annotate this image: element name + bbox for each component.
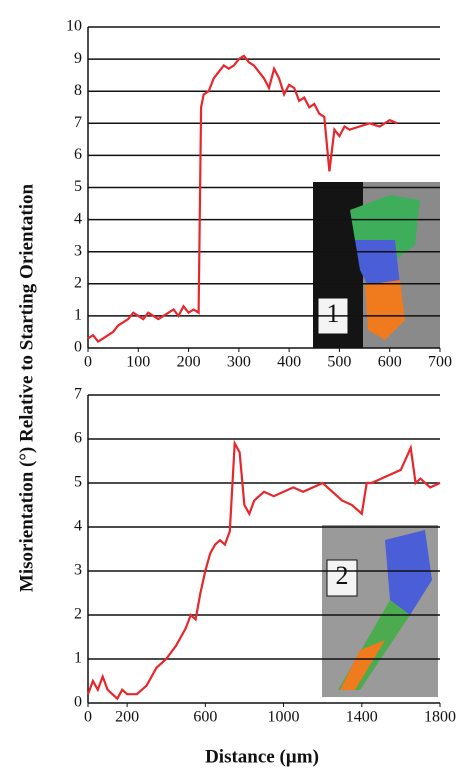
x-tick-label: 600 bbox=[193, 709, 217, 726]
y-tick-label: 6 bbox=[74, 146, 82, 163]
y-tick-label: 3 bbox=[74, 242, 82, 259]
y-tick-label: 9 bbox=[74, 50, 82, 67]
x-tick-label: 400 bbox=[277, 354, 301, 371]
y-tick-label: 8 bbox=[74, 82, 82, 99]
y-tick-label: 0 bbox=[74, 694, 82, 711]
x-axis-label: Distance (µm) bbox=[205, 746, 319, 767]
y-tick-label: 7 bbox=[74, 114, 82, 131]
y-tick-label: 2 bbox=[74, 274, 82, 291]
x-tick-label: 100 bbox=[126, 354, 150, 371]
inset-label: 2 bbox=[336, 561, 349, 590]
y-tick-label: 4 bbox=[74, 210, 82, 227]
x-tick-label: 1800 bbox=[424, 709, 456, 726]
x-tick-label: 1400 bbox=[346, 709, 378, 726]
y-axis-label: Misorientation (°) Relative to Starting … bbox=[16, 184, 37, 593]
y-tick-label: 10 bbox=[66, 18, 82, 35]
y-tick-label: 2 bbox=[74, 606, 82, 623]
y-tick-label: 5 bbox=[74, 178, 82, 195]
inset-label: 1 bbox=[327, 299, 340, 328]
inset-2 bbox=[322, 525, 438, 697]
y-tick-label: 3 bbox=[74, 562, 82, 579]
y-tick-label: 1 bbox=[74, 650, 82, 667]
x-tick-label: 600 bbox=[378, 354, 402, 371]
y-tick-label: 6 bbox=[74, 430, 82, 447]
x-tick-label: 200 bbox=[115, 709, 139, 726]
x-tick-label: 300 bbox=[227, 354, 251, 371]
y-tick-label: 7 bbox=[74, 386, 82, 403]
x-tick-label: 700 bbox=[428, 354, 452, 371]
x-tick-label: 1000 bbox=[268, 709, 300, 726]
x-tick-label: 0 bbox=[84, 709, 92, 726]
y-tick-label: 4 bbox=[74, 518, 82, 535]
data-line bbox=[87, 54, 398, 344]
y-tick-label: 1 bbox=[74, 307, 82, 324]
x-tick-label: 0 bbox=[84, 354, 92, 371]
data-line bbox=[86, 439, 441, 701]
y-tick-label: 5 bbox=[74, 474, 82, 491]
x-tick-label: 200 bbox=[177, 354, 201, 371]
x-tick-label: 500 bbox=[327, 354, 351, 371]
y-tick-label: 0 bbox=[74, 339, 82, 356]
